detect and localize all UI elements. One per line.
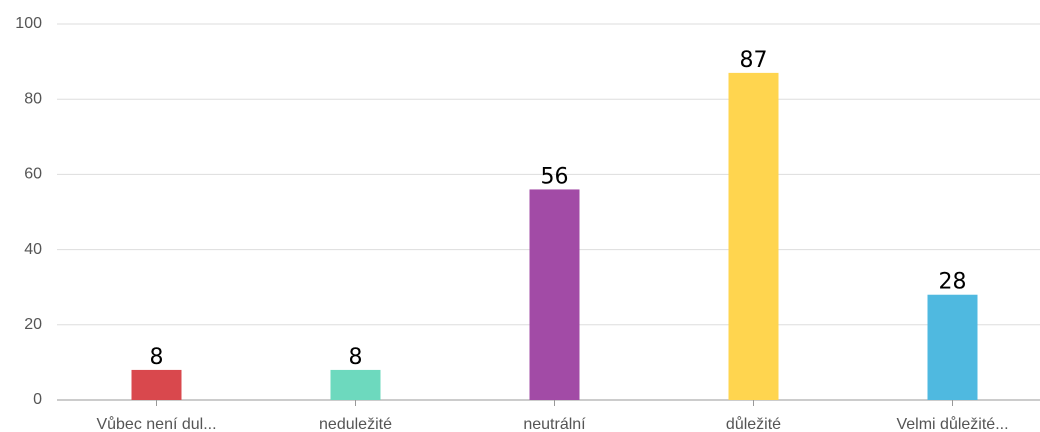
y-tick-label: 0 xyxy=(33,391,42,408)
value-label: 28 xyxy=(939,270,967,295)
y-tick-label: 40 xyxy=(24,241,42,258)
bar xyxy=(728,72,779,400)
y-tick-label: 80 xyxy=(24,90,42,107)
value-label: 8 xyxy=(349,345,363,370)
x-tick-label: důležité xyxy=(726,415,781,432)
value-label: 8 xyxy=(150,345,164,370)
y-tick-label: 60 xyxy=(24,166,42,183)
bar xyxy=(927,294,978,400)
value-label: 87 xyxy=(740,48,768,73)
bar xyxy=(131,369,182,400)
bar xyxy=(330,369,381,400)
y-tick-label: 100 xyxy=(15,15,42,32)
y-tick-label: 20 xyxy=(24,316,42,333)
value-label: 56 xyxy=(541,164,569,189)
x-tick-label: neutrální xyxy=(523,416,586,432)
x-tick-label: neduležité xyxy=(319,416,392,432)
bar xyxy=(529,189,580,400)
x-tick-label: Velmi důležité... xyxy=(896,415,1008,432)
x-tick-label: Vůbec není dul... xyxy=(96,415,216,432)
